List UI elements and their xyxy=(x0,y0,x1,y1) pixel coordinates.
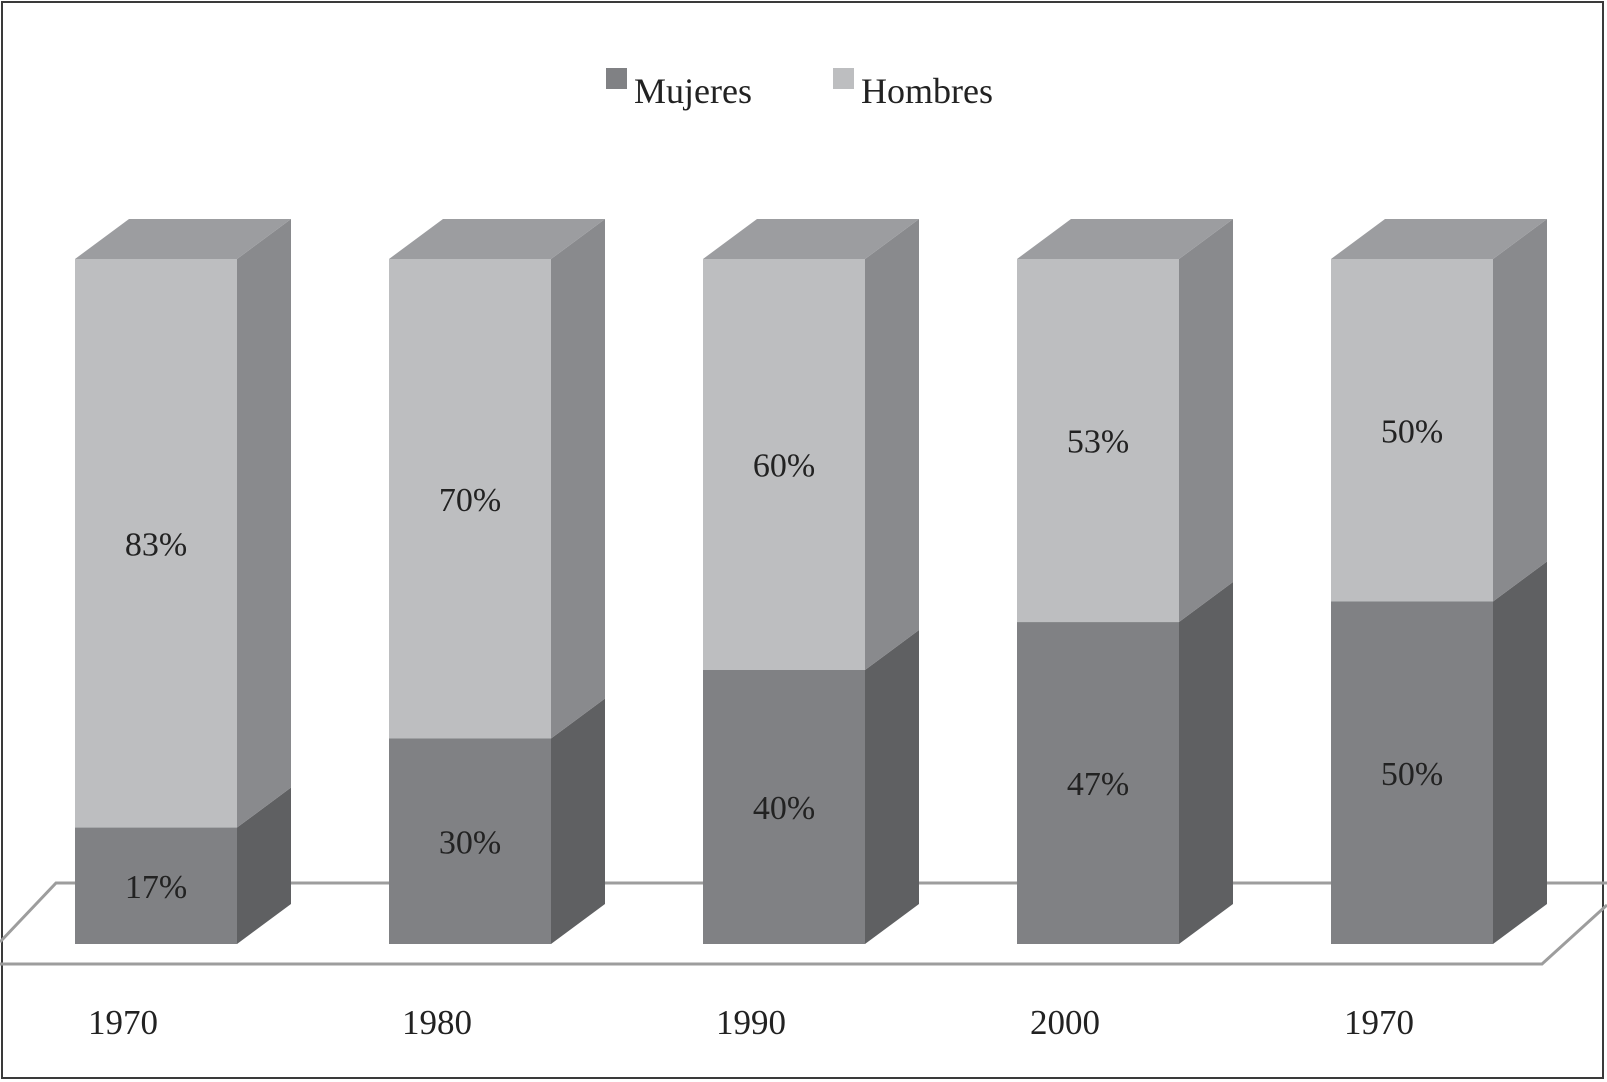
bar-mujeres-5 xyxy=(1331,601,1493,944)
legend-swatch-mujeres xyxy=(606,68,627,89)
value-labels-layer: 17% 83% 30% 70% 40% 60% 47% 53% 50% 50% xyxy=(125,413,1443,906)
value-label-hombres-3: 60% xyxy=(753,448,815,485)
bar-mujeres-2 xyxy=(389,738,551,944)
bar-side-mujeres-1 xyxy=(237,787,291,944)
bar-top-1 xyxy=(75,219,291,259)
value-label-mujeres-5: 50% xyxy=(1381,756,1443,793)
x-tick-label-1: 1970 xyxy=(88,1003,158,1042)
legend-label-mujeres: Mujeres xyxy=(634,71,752,111)
x-tick-label-3: 1990 xyxy=(716,1003,786,1042)
x-tick-label-2: 1980 xyxy=(402,1003,472,1042)
bars-layer xyxy=(75,219,1547,944)
value-label-hombres-5: 50% xyxy=(1381,413,1443,450)
value-label-mujeres-3: 40% xyxy=(753,790,815,827)
bar-mujeres-3 xyxy=(703,670,865,944)
bar-side-mujeres-5 xyxy=(1493,561,1547,944)
bar-group-4 xyxy=(1017,219,1233,944)
bar-mujeres-4 xyxy=(1017,622,1179,944)
bar-top-2 xyxy=(389,219,605,259)
x-tick-label-4: 2000 xyxy=(1030,1003,1100,1042)
bar-side-mujeres-4 xyxy=(1179,582,1233,944)
bar-hombres-3 xyxy=(703,259,865,670)
bar-hombres-2 xyxy=(389,259,551,739)
bar-group-1 xyxy=(75,219,291,944)
bar-side-hombres-2 xyxy=(551,219,605,739)
bar-top-4 xyxy=(1017,219,1233,259)
value-label-hombres-1: 83% xyxy=(125,526,187,563)
bar-hombres-4 xyxy=(1017,259,1179,623)
bar-side-hombres-4 xyxy=(1179,219,1233,623)
bar-side-mujeres-2 xyxy=(551,698,605,944)
value-label-hombres-4: 53% xyxy=(1067,424,1129,461)
x-tick-label-5: 1970 xyxy=(1344,1003,1414,1042)
value-label-hombres-2: 70% xyxy=(439,482,501,519)
bar-side-hombres-3 xyxy=(865,219,919,670)
bar-group-5 xyxy=(1331,219,1547,944)
legend-label-hombres: Hombres xyxy=(861,71,993,111)
bar-side-mujeres-3 xyxy=(865,630,919,944)
bar-group-3 xyxy=(703,219,919,944)
bar-side-hombres-1 xyxy=(237,219,291,828)
bar-top-3 xyxy=(703,219,919,259)
bar-side-hombres-5 xyxy=(1493,219,1547,602)
value-label-mujeres-2: 30% xyxy=(439,824,501,861)
bar-top-5 xyxy=(1331,219,1547,259)
bar-group-2 xyxy=(389,219,605,944)
legend: Mujeres Hombres xyxy=(606,68,993,111)
x-tick-labels-layer: 1970 1980 1990 2000 1970 xyxy=(88,1003,1414,1042)
value-label-mujeres-4: 47% xyxy=(1067,766,1129,803)
floor-front-edge xyxy=(0,903,1607,966)
bar-mujeres-1 xyxy=(75,827,237,944)
bar-hombres-1 xyxy=(75,259,237,828)
value-label-mujeres-1: 17% xyxy=(125,869,187,906)
legend-swatch-hombres xyxy=(833,68,854,89)
bar-hombres-5 xyxy=(1331,259,1493,602)
